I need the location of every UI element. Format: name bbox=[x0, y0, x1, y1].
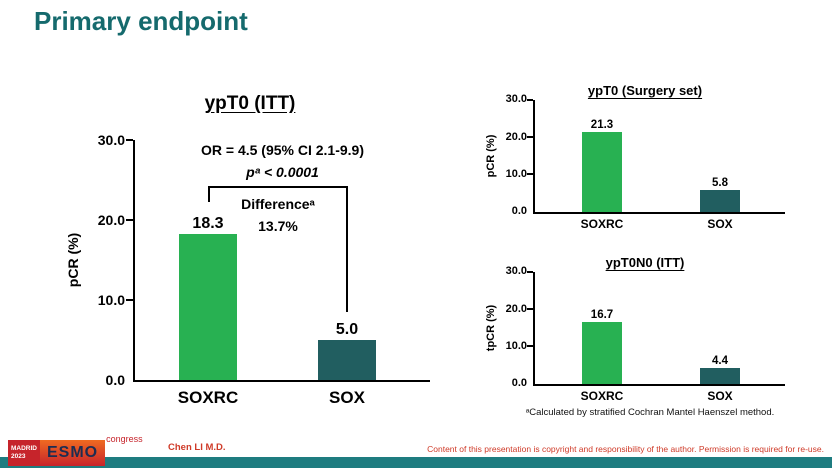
bar-group-soxrc: 18.3 bbox=[179, 140, 237, 380]
y-tick-label: 10.0 bbox=[97, 292, 125, 308]
y-tick-label: 0.0 bbox=[511, 205, 527, 217]
y-tick-mark bbox=[527, 271, 533, 273]
bar-group-soxrc: 16.7 bbox=[582, 272, 622, 384]
chart-ypt0-itt: ypT0 (ITT) pCR (%) 30.0 20.0 10.0 0.0 OR… bbox=[55, 84, 445, 444]
footnote: ᵃCalculated by stratified Cochran Mantel… bbox=[525, 407, 775, 418]
bar-group-soxrc: 21.3 bbox=[582, 100, 622, 212]
y-tick-label: 30.0 bbox=[97, 132, 125, 148]
logo-city: MADRID bbox=[11, 444, 37, 452]
chart-title: ypT0 (ITT) bbox=[204, 93, 296, 114]
x-axis-label-soxrc: SOXRC bbox=[177, 388, 239, 407]
page-title: Primary endpoint bbox=[34, 6, 248, 36]
p-value-annotation: pᵃ < 0.0001 bbox=[246, 164, 319, 180]
logo-year: 2023 bbox=[11, 453, 26, 460]
bar-sox bbox=[700, 190, 740, 212]
plot-area: 21.3 5.8 SOXRC SOX bbox=[533, 100, 785, 231]
comparison-bracket-left bbox=[208, 186, 210, 202]
logo-congress: congress bbox=[106, 434, 143, 444]
bar-sox bbox=[318, 340, 376, 380]
x-axis-label-soxrc: SOXRC bbox=[580, 389, 624, 403]
author-credit: Chen LI M.D. bbox=[168, 442, 226, 453]
bar-group-sox: 5.8 bbox=[700, 100, 740, 212]
x-axis-label-soxrc: SOXRC bbox=[580, 217, 624, 231]
bar-group-sox: 5.0 bbox=[318, 140, 376, 380]
y-tick-mark bbox=[126, 219, 133, 221]
bar-group-sox: 4.4 bbox=[700, 272, 740, 384]
esmo-congress-logo: MADRID 2023 ESMO congress bbox=[8, 434, 143, 466]
y-tick-mark bbox=[527, 345, 533, 347]
y-tick-label: 10.0 bbox=[505, 168, 527, 180]
y-axis-label: pCR (%) bbox=[65, 232, 81, 288]
bar-value-label: 18.3 bbox=[192, 214, 224, 232]
copyright-notice: Content of this presentation is copyrigh… bbox=[427, 444, 824, 454]
y-tick-mark bbox=[126, 299, 133, 301]
or-annotation: OR = 4.5 (95% CI 2.1-9.9) bbox=[200, 142, 365, 158]
y-tick-mark bbox=[527, 308, 533, 310]
bottom-accent-strip bbox=[0, 457, 832, 468]
plot-area: 16.7 4.4 SOXRC SOX bbox=[533, 272, 785, 403]
bar-sox bbox=[700, 367, 740, 384]
y-tick-label: 30.0 bbox=[505, 265, 527, 277]
x-axis-label-sox: SOX bbox=[707, 217, 733, 231]
chart-ypt0-surgery-set: ypT0 (Surgery set) pCR (%) 30.0 20.0 10.… bbox=[480, 78, 810, 253]
y-tick-label: 20.0 bbox=[97, 212, 125, 228]
chart-title: ypT0 (Surgery set) bbox=[587, 83, 703, 98]
difference-label: Differenceᵃ bbox=[241, 196, 315, 212]
plot-area: OR = 4.5 (95% CI 2.1-9.9) pᵃ < 0.0001 Di… bbox=[133, 140, 430, 407]
bar-value-label: 4.4 bbox=[712, 354, 728, 367]
y-tick-mark bbox=[527, 136, 533, 138]
logo-esmo: ESMO bbox=[40, 440, 106, 466]
y-tick-label: 0.0 bbox=[105, 372, 125, 388]
y-tick-mark bbox=[527, 99, 533, 101]
comparison-bracket-right bbox=[346, 186, 348, 312]
y-tick-label: 20.0 bbox=[505, 131, 527, 143]
logo-madrid-2023: MADRID 2023 bbox=[8, 440, 40, 466]
y-tick-mark bbox=[126, 139, 133, 141]
chart-title: ypT0N0 (ITT) bbox=[605, 255, 685, 270]
difference-value: 13.7% bbox=[258, 217, 298, 234]
comparison-bracket-top bbox=[208, 186, 348, 188]
bar-soxrc bbox=[582, 132, 622, 212]
y-tick-mark bbox=[527, 173, 533, 175]
bar-value-label: 21.3 bbox=[590, 119, 614, 132]
y-tick-label: 20.0 bbox=[505, 303, 527, 315]
x-axis-label-sox: SOX bbox=[707, 389, 733, 403]
bar-value-label: 5.8 bbox=[712, 177, 728, 190]
bar-value-label: 16.7 bbox=[590, 308, 614, 321]
bar-soxrc bbox=[582, 321, 622, 384]
difference-annotation: Differenceᵃ 13.7% bbox=[208, 194, 348, 237]
bar-value-label: 5.0 bbox=[335, 321, 359, 339]
y-tick-label: 0.0 bbox=[511, 377, 527, 389]
y-tick-label: 30.0 bbox=[505, 93, 527, 105]
bar-soxrc bbox=[179, 233, 237, 380]
x-axis-label-sox: SOX bbox=[329, 388, 365, 407]
chart-ypt0n0-itt: ypT0N0 (ITT) tpCR (%) 30.0 20.0 10.0 0.0… bbox=[480, 250, 810, 425]
y-tick-label: 10.0 bbox=[505, 340, 527, 352]
